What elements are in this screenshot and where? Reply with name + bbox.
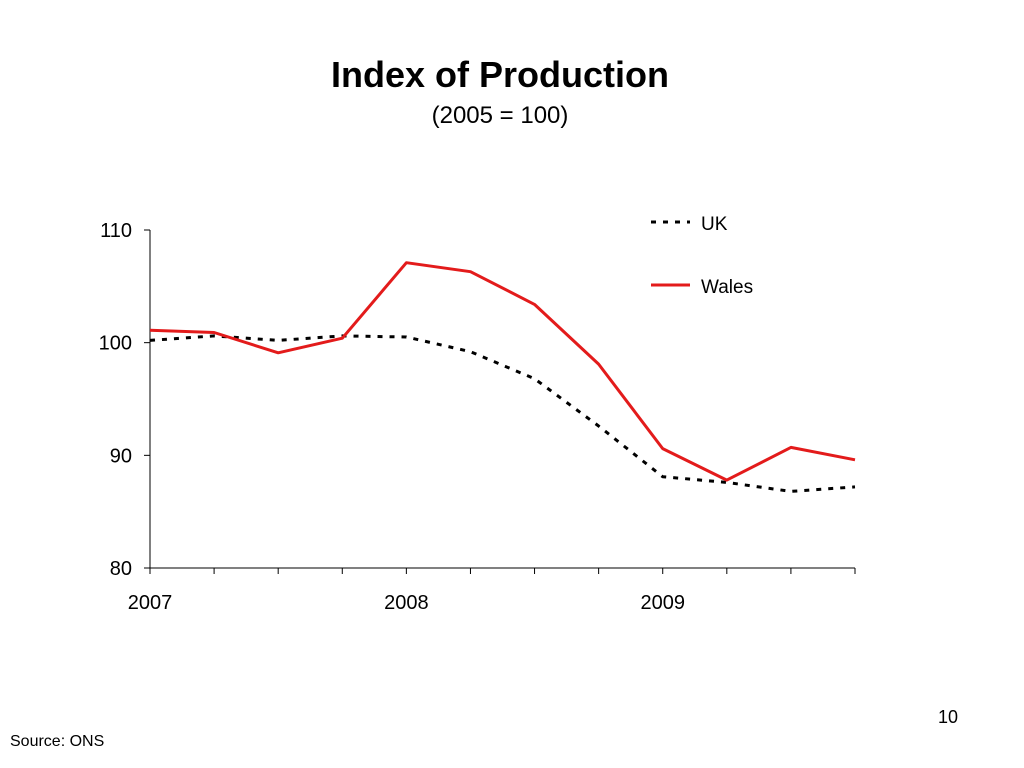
chart-legend: UK Wales	[651, 214, 753, 298]
chart-subtitle: (2005 = 100)	[431, 102, 569, 129]
chart-axes: 80 90 100 110 2007 2008 2009	[99, 220, 856, 614]
y-tick-label: 80	[110, 558, 132, 580]
legend-label-uk: UK	[701, 214, 728, 235]
series-line-uk	[149, 334, 856, 493]
series-line-wales	[149, 261, 856, 482]
x-tick-label: 2007	[128, 592, 173, 614]
y-tick-label: 110	[100, 220, 132, 242]
chart-series	[149, 261, 856, 493]
y-tick-label: 100	[99, 333, 132, 355]
y-tick-label: 90	[110, 445, 132, 467]
legend-label-wales: Wales	[701, 277, 753, 298]
page-number: 10	[938, 707, 959, 727]
source-note: Source: ONS	[10, 733, 105, 750]
x-tick-label: 2008	[384, 592, 429, 614]
x-tick-label: 2009	[640, 592, 685, 614]
chart-title: Index of Production	[331, 54, 669, 95]
